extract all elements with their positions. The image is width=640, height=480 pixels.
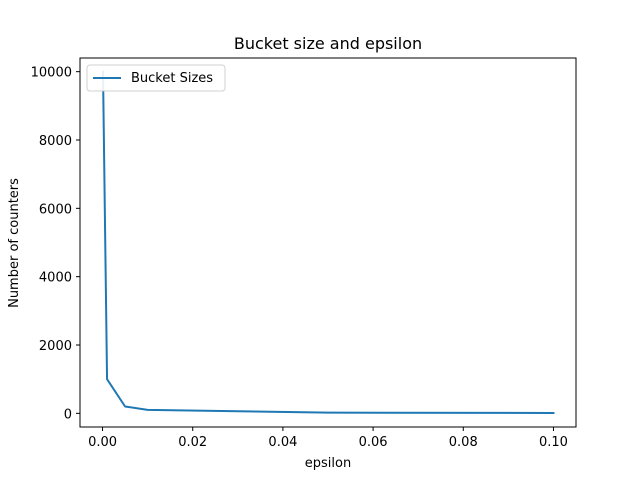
y-tick-label: 0 <box>64 407 72 422</box>
legend-label: Bucket Sizes <box>131 71 213 86</box>
y-axis: 0 2000 4000 6000 8000 10000 <box>31 66 80 422</box>
legend: Bucket Sizes <box>86 64 226 92</box>
x-tick-label: 0.06 <box>359 435 388 450</box>
axes-frame <box>79 57 577 428</box>
x-tick-label: 0.08 <box>449 435 478 450</box>
series-line <box>101 70 555 414</box>
x-tick-label: 0.02 <box>178 435 207 450</box>
chart-title: Bucket size and epsilon <box>234 34 422 53</box>
x-axis-label: epsilon <box>305 456 351 471</box>
x-tick-label: 0.10 <box>539 435 568 450</box>
legend-frame <box>86 64 226 92</box>
x-axis: 0.00 0.02 0.04 0.06 0.08 0.10 <box>88 427 568 450</box>
y-axis-label: Number of counters <box>7 178 22 308</box>
series-layer <box>101 70 555 414</box>
y-tick-label: 8000 <box>39 134 72 149</box>
y-tick-label: 10000 <box>31 66 72 81</box>
plot-area <box>79 57 577 428</box>
y-tick-label: 6000 <box>39 202 72 217</box>
x-tick-label: 0.00 <box>88 435 117 450</box>
y-tick-label: 2000 <box>39 339 72 354</box>
x-tick-label: 0.04 <box>268 435 297 450</box>
y-tick-label: 4000 <box>39 271 72 286</box>
